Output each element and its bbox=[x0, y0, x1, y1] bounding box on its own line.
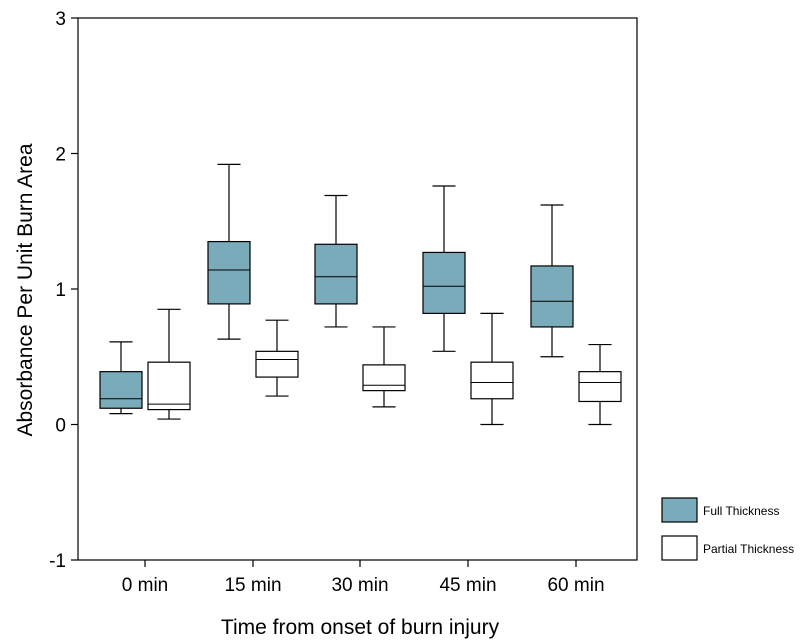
iqr-box bbox=[578, 371, 622, 403]
iqr-box bbox=[530, 265, 574, 328]
legend-swatch bbox=[661, 535, 698, 561]
iqr-box bbox=[362, 364, 406, 392]
iqr-box bbox=[99, 371, 143, 409]
y-tick-label: 3 bbox=[55, 9, 66, 30]
y-tick-label: 0 bbox=[55, 416, 66, 437]
y-tick-label: 1 bbox=[55, 280, 66, 301]
full-thickness-box bbox=[422, 185, 466, 352]
full-thickness-box bbox=[207, 163, 251, 340]
x-tick-label: 30 min bbox=[331, 575, 388, 596]
partial-thickness-box bbox=[470, 312, 514, 426]
iqr-box bbox=[422, 251, 466, 314]
iqr-box bbox=[255, 350, 299, 378]
legend-label: Partial Thickness bbox=[703, 542, 794, 556]
full-thickness-box bbox=[530, 204, 574, 358]
x-tick-label: 60 min bbox=[547, 575, 604, 596]
iqr-box bbox=[470, 361, 514, 400]
legend: Full Thickness Partial Thickness bbox=[661, 497, 794, 561]
full-thickness-box bbox=[99, 341, 143, 415]
partial-thickness-box bbox=[578, 343, 622, 426]
partial-thickness-box bbox=[147, 308, 191, 420]
x-tick-label: 15 min bbox=[224, 575, 281, 596]
iqr-box bbox=[147, 361, 191, 411]
x-tick-label: 45 min bbox=[439, 575, 496, 596]
y-axis-title: Absorbance Per Unit Burn Area bbox=[14, 143, 37, 436]
y-tick-label: 2 bbox=[55, 145, 66, 166]
x-tick-label: 0 min bbox=[122, 575, 168, 596]
partial-thickness-box bbox=[362, 326, 406, 408]
y-axis: -1 0 1 2 3 bbox=[49, 9, 78, 572]
legend-swatch bbox=[661, 497, 698, 523]
box-series bbox=[99, 163, 622, 426]
full-thickness-box bbox=[314, 194, 358, 328]
iqr-box bbox=[314, 243, 358, 305]
iqr-box bbox=[207, 240, 251, 305]
x-axis: 0 min 15 min 30 min 45 min 60 min bbox=[122, 560, 605, 596]
partial-thickness-box bbox=[255, 319, 299, 397]
y-tick-label: -1 bbox=[49, 551, 66, 572]
legend-label: Full Thickness bbox=[703, 504, 779, 518]
x-axis-title: Time from onset of burn injury bbox=[221, 616, 500, 639]
